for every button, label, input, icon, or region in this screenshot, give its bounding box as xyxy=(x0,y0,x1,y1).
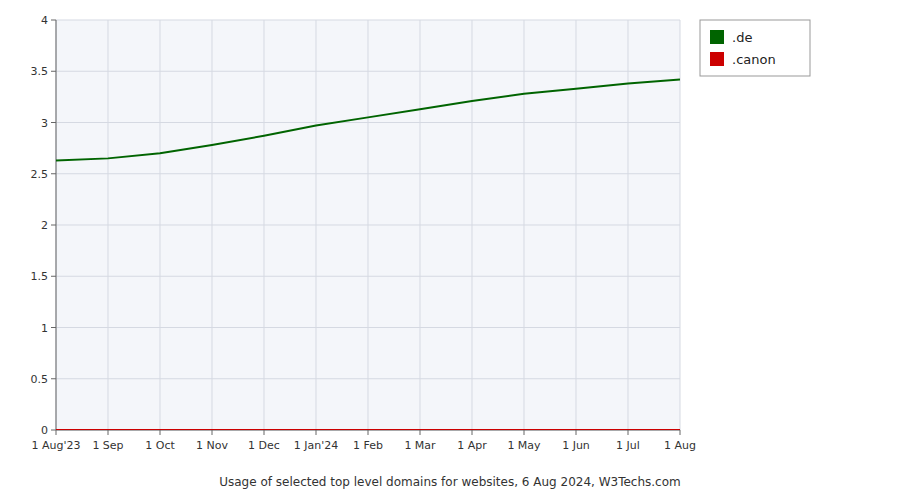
tick-mark xyxy=(51,122,56,123)
tick-mark xyxy=(51,327,56,328)
tick-label: 1 Sep xyxy=(92,439,123,452)
tick-mark xyxy=(51,20,56,21)
grid-line xyxy=(160,20,161,430)
tick-label: 1 Feb xyxy=(353,439,383,452)
tick-mark xyxy=(316,430,317,435)
legend-box xyxy=(700,20,810,76)
legend: .de .canon xyxy=(700,20,810,76)
axes: 0 0.5 1 1.5 2 2.5 3 3.5 4 1 Aug'23 1 Sep 1 Oct 1 Nov… xyxy=(31,14,696,452)
tick-mark xyxy=(628,430,629,435)
tick-mark xyxy=(51,378,56,379)
grid-line xyxy=(472,20,473,430)
tick-mark xyxy=(160,430,161,435)
tick-label: 1 Jul xyxy=(616,439,640,452)
tick-label: 1 Aug'23 xyxy=(32,439,81,452)
grid-line xyxy=(368,20,369,430)
tick-mark xyxy=(51,430,56,431)
line xyxy=(56,429,680,430)
tick-label: 0 xyxy=(41,424,48,437)
y-axis-line xyxy=(56,20,57,430)
legend-label: .canon xyxy=(732,52,776,67)
tick-mark xyxy=(524,430,525,435)
tick-mark xyxy=(368,430,369,435)
tick-mark xyxy=(108,430,109,435)
footer: Usage of selected top level domains for … xyxy=(219,475,681,489)
tick-label: 3.5 xyxy=(31,65,49,78)
grid xyxy=(56,20,680,430)
tick-mark xyxy=(51,173,56,174)
legend-swatch xyxy=(710,52,724,66)
grid-line xyxy=(680,20,681,430)
line xyxy=(56,79,680,160)
tick-label: 1 Apr xyxy=(457,439,487,452)
tick-label: 1 Jun xyxy=(562,439,590,452)
grid-line xyxy=(56,20,57,430)
grid-line xyxy=(212,20,213,430)
tick-mark xyxy=(56,430,57,435)
tick-mark xyxy=(51,225,56,226)
grid-line xyxy=(56,430,680,431)
tick-label: 2 xyxy=(41,219,48,232)
tick-label: 1 Aug xyxy=(664,439,696,452)
legend-label: .de xyxy=(732,30,752,45)
grid-line xyxy=(316,20,317,430)
tick-label: 0.5 xyxy=(31,373,49,386)
tick-label: 1 xyxy=(41,322,48,335)
series-group xyxy=(56,79,680,430)
tick-mark xyxy=(212,430,213,435)
tick-label: 1 Nov xyxy=(196,439,228,452)
plot-area xyxy=(56,20,680,430)
grid-line xyxy=(628,20,629,430)
grid-line xyxy=(576,20,577,430)
grid-line xyxy=(524,20,525,430)
tick-label: 1 Dec xyxy=(248,439,280,452)
grid-line xyxy=(264,20,265,430)
tick-label: 3 xyxy=(41,117,48,130)
tick-label: 1.5 xyxy=(31,270,49,283)
grid-line xyxy=(108,20,109,430)
tick-label: 4 xyxy=(41,14,48,27)
chart: 0 0.5 1 1.5 2 2.5 3 3.5 4 1 Aug'23 1 Sep 1 Oct 1 Nov… xyxy=(0,0,900,500)
tick-label: 2.5 xyxy=(31,168,49,181)
tick-label: 1 Oct xyxy=(145,439,175,452)
tick-mark xyxy=(51,71,56,72)
tick-label: 1 Mar xyxy=(404,439,436,452)
tick-label: 1 Jan'24 xyxy=(294,439,338,452)
tick-label: 1 May xyxy=(507,439,541,452)
tick-mark xyxy=(680,430,681,435)
x-axis-line xyxy=(56,430,680,431)
tick-mark xyxy=(264,430,265,435)
tick-mark xyxy=(472,430,473,435)
grid-line xyxy=(420,20,421,430)
legend-swatch xyxy=(710,30,724,44)
tick-mark xyxy=(420,430,421,435)
tick-mark xyxy=(51,276,56,277)
tick-mark xyxy=(576,430,577,435)
